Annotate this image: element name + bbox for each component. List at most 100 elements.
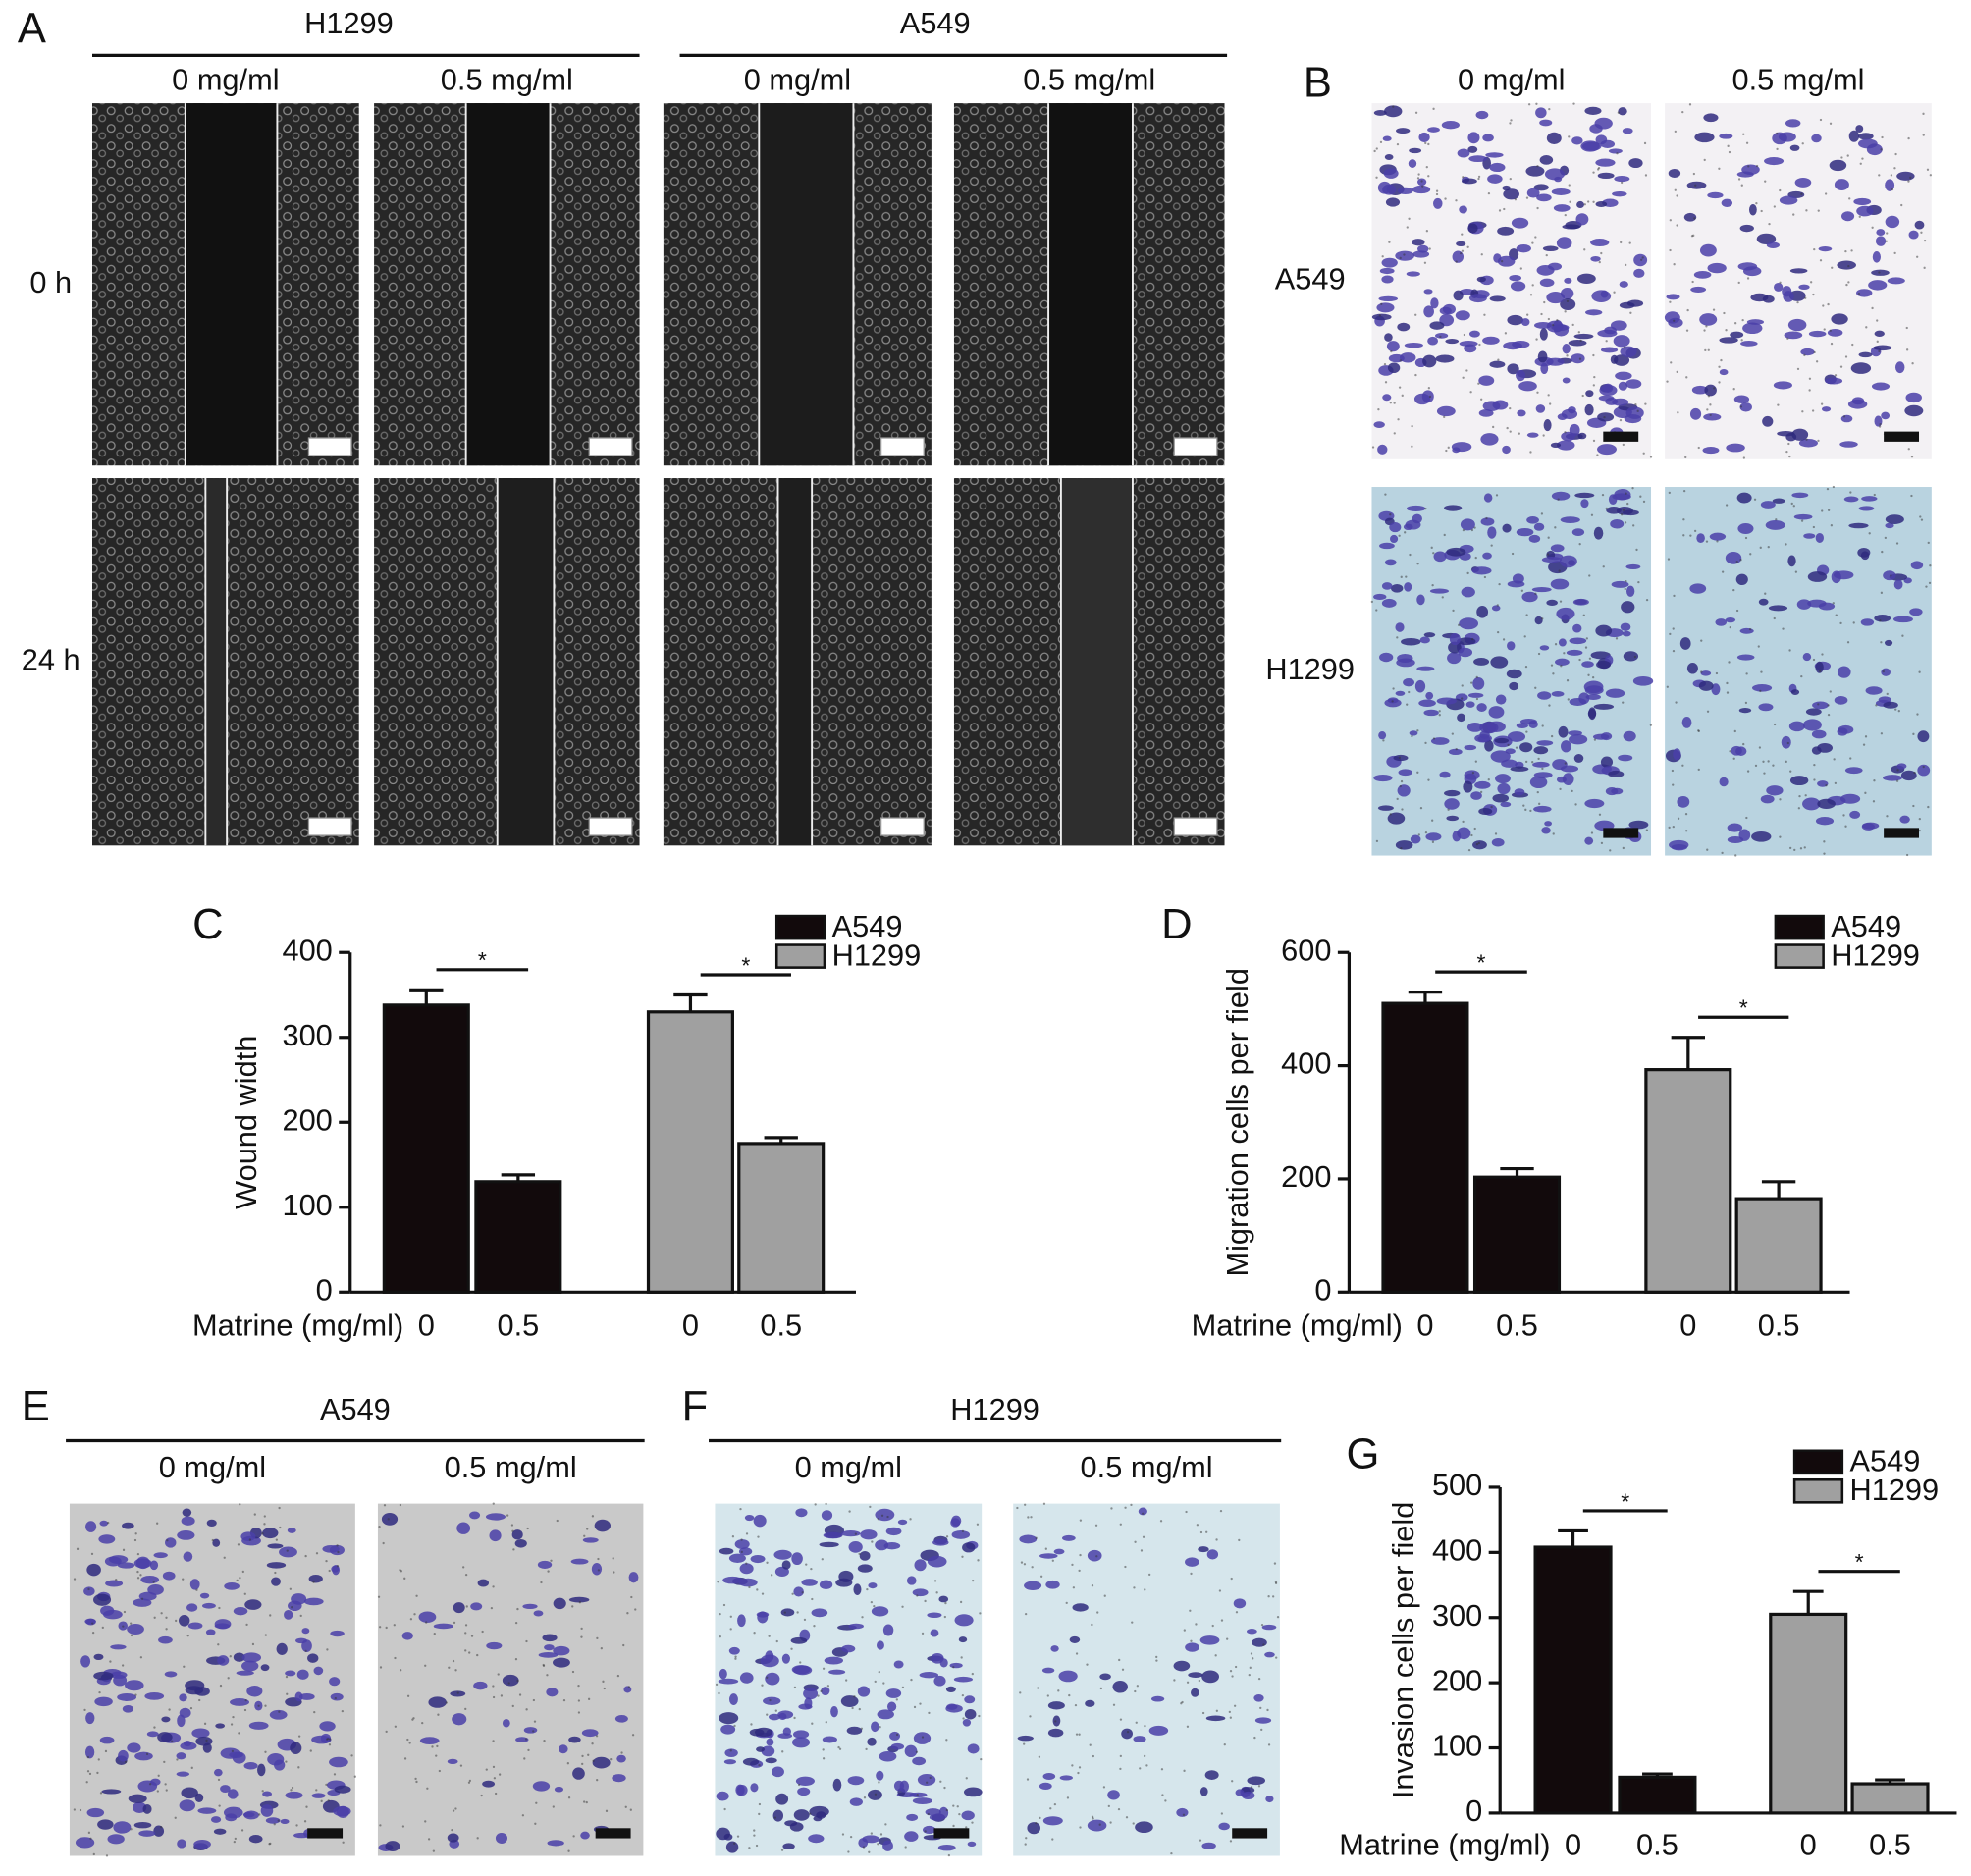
stained-cell [1478,807,1493,816]
debris [1398,386,1402,389]
group-title: H1299 [304,6,394,40]
debris [432,1849,436,1852]
debris [1257,1677,1261,1681]
debris [631,1734,635,1737]
debris [1861,157,1864,160]
stained-cell [722,1576,743,1584]
stained-cell [140,1575,160,1584]
debris [797,1783,801,1787]
stained-cell [118,1749,129,1762]
debris [719,1612,721,1616]
debris [456,1691,459,1694]
debris [406,1738,409,1742]
debris [972,1580,975,1582]
stained-cell [1764,157,1785,166]
debris [1229,1840,1233,1843]
debris [518,1693,522,1696]
stained-cell [1087,1549,1102,1562]
stained-cell [1510,281,1526,292]
stained-cell [1811,134,1822,143]
debris [612,1557,614,1560]
stained-cell [260,1664,270,1672]
debris [1470,528,1474,532]
debris [1542,434,1545,437]
debris [1858,215,1861,218]
debris [837,1745,840,1749]
debris [1703,158,1706,162]
debris [1585,637,1588,640]
debris [845,1679,848,1682]
debris [1742,456,1746,459]
stained-cell [1833,570,1854,580]
debris [929,1776,932,1780]
debris [1537,757,1540,761]
stained-cell [1731,745,1742,756]
stained-cell [1507,731,1526,742]
debris [572,1835,575,1838]
stained-cell [185,1680,205,1691]
debris [1567,698,1570,701]
debris [1790,502,1793,506]
stained-cell [502,1718,510,1728]
debris [1685,329,1689,332]
stained-cell [1568,734,1588,745]
stained-cell [729,1693,738,1705]
stained-cell [1885,639,1893,647]
debris [758,1802,762,1806]
stained-cell [1581,661,1594,668]
stained-cell [1423,632,1436,638]
stained-cell [1412,513,1422,524]
debris [1161,1794,1164,1796]
debris [1882,670,1885,673]
debris [773,1816,777,1819]
debris [1625,492,1627,495]
stained-cell [176,1771,190,1777]
stained-cell [1727,836,1744,844]
stained-cell [853,1583,862,1595]
debris [453,1621,456,1625]
debris [1609,849,1612,852]
debris [261,1790,264,1793]
stained-cell [1418,699,1436,707]
debris [524,1738,528,1741]
debris [1718,365,1721,368]
debris [1905,853,1909,857]
stained-cell [1632,676,1654,686]
stained-cell [1520,318,1530,326]
debris [1588,657,1592,660]
stained-cell [795,1776,815,1786]
debris [1525,730,1528,733]
stained-cell [719,1668,727,1680]
bar [1850,1782,1930,1815]
debris [1728,661,1731,664]
debris [468,1779,472,1783]
debris [1577,331,1580,334]
stained-cell [885,1688,902,1698]
stained-cell [1444,789,1461,797]
debris [1181,1700,1184,1704]
debris [1257,1785,1261,1788]
debris [1733,729,1736,733]
stained-cell [1881,668,1891,676]
debris [1066,1796,1070,1799]
debris [492,1502,495,1505]
debris [1824,192,1828,195]
stained-cell [1448,748,1463,756]
debris [1375,839,1379,843]
debris [494,1792,498,1796]
stained-cell [879,1751,897,1762]
stained-cell [243,1761,258,1770]
stained-cell [782,1843,795,1850]
stained-cell [1841,211,1855,222]
debris [1133,1586,1136,1589]
debris [1130,1503,1133,1507]
debris [976,1523,980,1526]
stained-cell [1414,679,1426,693]
debris [1827,704,1830,707]
debris [1895,779,1899,782]
debris [753,1829,756,1832]
stained-cell [546,1688,559,1697]
stained-cell [1860,618,1875,626]
debris [1829,690,1832,693]
